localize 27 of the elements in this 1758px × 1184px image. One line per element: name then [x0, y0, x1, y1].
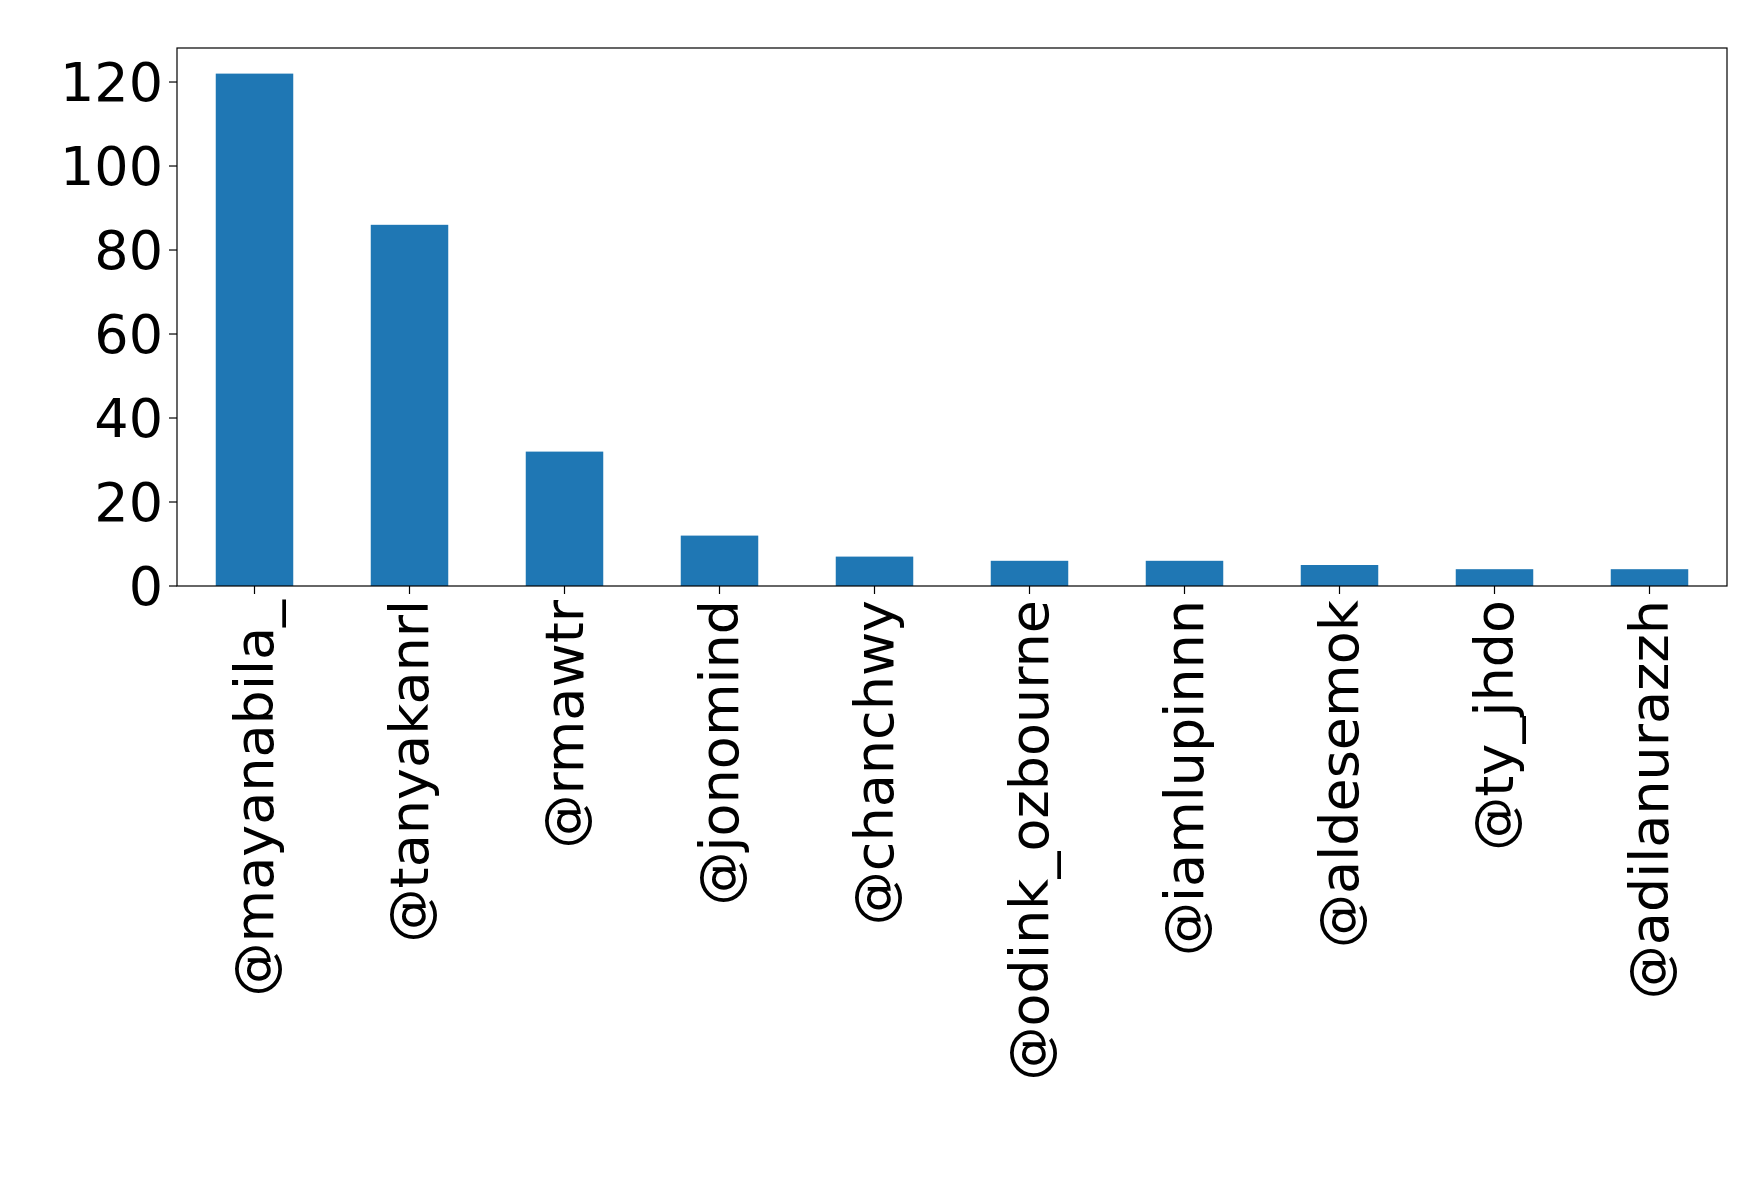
x-tick-label: @jonomind	[688, 600, 752, 906]
x-tick-label: @adilanurazzh	[1618, 600, 1682, 1000]
bar	[835, 556, 914, 586]
x-tick-label: @ty_jhdo	[1463, 600, 1527, 851]
x-tick-label: @mayanabila_	[223, 599, 287, 997]
bar	[370, 224, 449, 586]
y-tick-label: 100	[59, 134, 163, 198]
x-tick-label: @rmawtr	[533, 599, 597, 849]
bar	[525, 451, 604, 586]
x-tick-label: @iamlupinnn	[1153, 600, 1217, 956]
x-tick-label: @tanyakanrl	[378, 600, 442, 943]
x-tick-label: @odink_ozbourne	[998, 600, 1062, 1081]
bar	[990, 560, 1069, 586]
bar	[1455, 569, 1534, 586]
bar	[680, 535, 759, 586]
bar	[1300, 565, 1379, 586]
y-tick-label: 20	[94, 470, 163, 534]
y-tick-label: 80	[94, 218, 163, 282]
bar	[1145, 560, 1224, 586]
y-tick-label: 40	[94, 386, 163, 450]
y-tick-label: 120	[59, 50, 163, 114]
y-tick-label: 0	[128, 554, 163, 618]
x-tick-label: @chanchwy	[843, 600, 907, 926]
bar	[1610, 569, 1689, 586]
bar	[215, 73, 294, 586]
x-tick-label: @aldesemok	[1308, 599, 1372, 948]
y-tick-label: 60	[94, 302, 163, 366]
